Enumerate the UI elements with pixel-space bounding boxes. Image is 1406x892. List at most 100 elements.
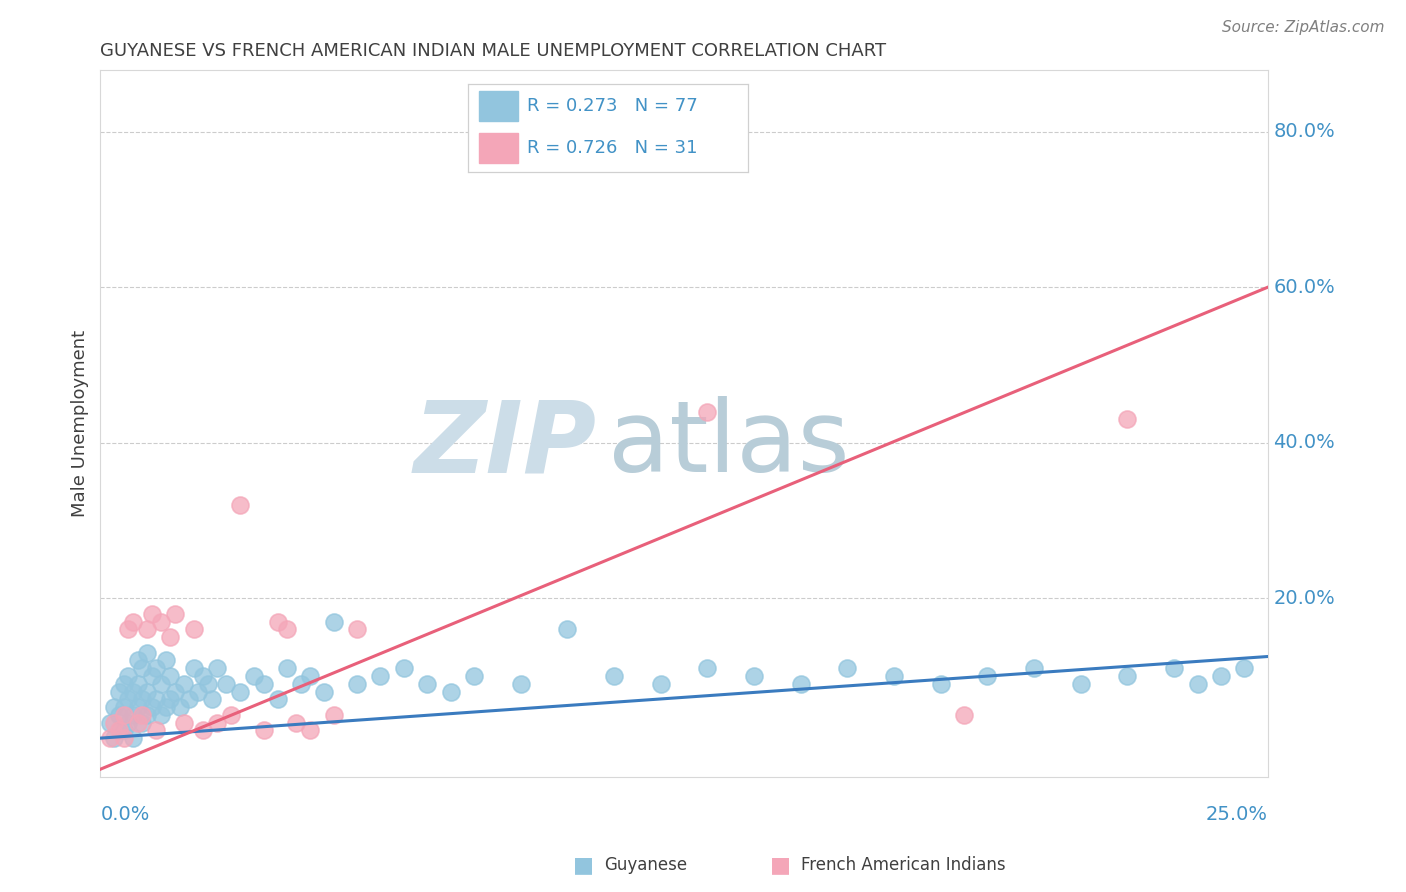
Point (603, 669, 626, 683)
Text: 80.0%: 80.0% (1274, 122, 1336, 141)
Point (159, 630, 181, 644)
Point (276, 623, 298, 637)
Point (122, 684, 145, 698)
Point (112, 700, 135, 714)
Point (127, 700, 149, 714)
Point (136, 707, 159, 722)
Point (145, 723, 167, 738)
Text: Guyanese: Guyanese (605, 856, 688, 874)
Point (141, 700, 163, 714)
Point (136, 623, 159, 637)
Point (267, 615, 290, 629)
Point (183, 661, 205, 675)
Point (929, 677, 952, 691)
Point (141, 669, 163, 683)
Point (122, 707, 145, 722)
Point (131, 692, 153, 706)
Point (555, 623, 578, 637)
Point (1233, 661, 1256, 675)
Point (150, 677, 173, 691)
Point (117, 692, 139, 706)
Point (416, 677, 439, 691)
Point (117, 669, 139, 683)
Y-axis label: Male Unemployment: Male Unemployment (72, 330, 89, 516)
Text: 60.0%: 60.0% (1274, 277, 1336, 297)
Point (108, 707, 131, 722)
Point (276, 661, 298, 675)
Point (150, 615, 173, 629)
Text: atlas: atlas (607, 396, 849, 493)
Point (145, 661, 167, 675)
Point (187, 684, 209, 698)
Point (159, 669, 181, 683)
Point (285, 715, 308, 730)
Text: 40.0%: 40.0% (1274, 434, 1336, 452)
Point (650, 677, 672, 691)
Point (696, 405, 718, 419)
Point (201, 692, 224, 706)
Point (439, 684, 461, 698)
Text: GUYANESE VS FRENCH AMERICAN INDIAN MALE UNEMPLOYMENT CORRELATION CHART: GUYANESE VS FRENCH AMERICAN INDIAN MALE … (100, 42, 886, 60)
Text: 20.0%: 20.0% (1274, 589, 1336, 607)
Point (127, 653, 149, 667)
Text: ■: ■ (770, 855, 790, 875)
Point (205, 661, 228, 675)
Point (1187, 677, 1209, 691)
Point (173, 677, 195, 691)
Point (131, 661, 153, 675)
Point (141, 607, 163, 621)
Point (131, 707, 153, 722)
Point (117, 715, 139, 730)
Point (117, 623, 139, 637)
Point (314, 684, 336, 698)
Point (976, 669, 998, 683)
Point (131, 715, 153, 730)
Point (392, 661, 415, 675)
Point (177, 692, 200, 706)
Point (183, 623, 205, 637)
Point (1024, 661, 1046, 675)
Point (346, 623, 368, 637)
Point (953, 707, 976, 722)
Point (136, 646, 159, 660)
Point (370, 669, 392, 683)
Point (108, 684, 131, 698)
Point (1209, 669, 1232, 683)
Point (219, 707, 242, 722)
Point (136, 684, 159, 698)
Point (205, 715, 228, 730)
Point (267, 692, 290, 706)
Point (169, 700, 191, 714)
Point (159, 692, 181, 706)
Point (229, 498, 252, 512)
Point (98, 731, 121, 746)
Text: French American Indians: French American Indians (801, 856, 1007, 874)
Text: 25.0%: 25.0% (1205, 805, 1268, 824)
Point (150, 707, 173, 722)
Point (112, 707, 135, 722)
Point (215, 677, 238, 691)
Point (155, 700, 177, 714)
Point (696, 661, 718, 675)
Point (1116, 669, 1139, 683)
Point (290, 677, 312, 691)
Point (789, 677, 811, 691)
Point (837, 661, 859, 675)
Point (322, 707, 344, 722)
Point (883, 669, 905, 683)
Point (145, 692, 167, 706)
Point (103, 715, 125, 730)
Point (253, 723, 276, 738)
Point (103, 700, 125, 714)
Point (112, 677, 135, 691)
Point (253, 677, 276, 691)
Point (243, 669, 266, 683)
Point (299, 669, 322, 683)
Point (108, 723, 131, 738)
Text: Source: ZipAtlas.com: Source: ZipAtlas.com (1222, 20, 1385, 35)
Point (191, 669, 214, 683)
Point (98, 715, 121, 730)
Point (229, 684, 252, 698)
Point (1116, 412, 1139, 426)
Point (742, 669, 765, 683)
